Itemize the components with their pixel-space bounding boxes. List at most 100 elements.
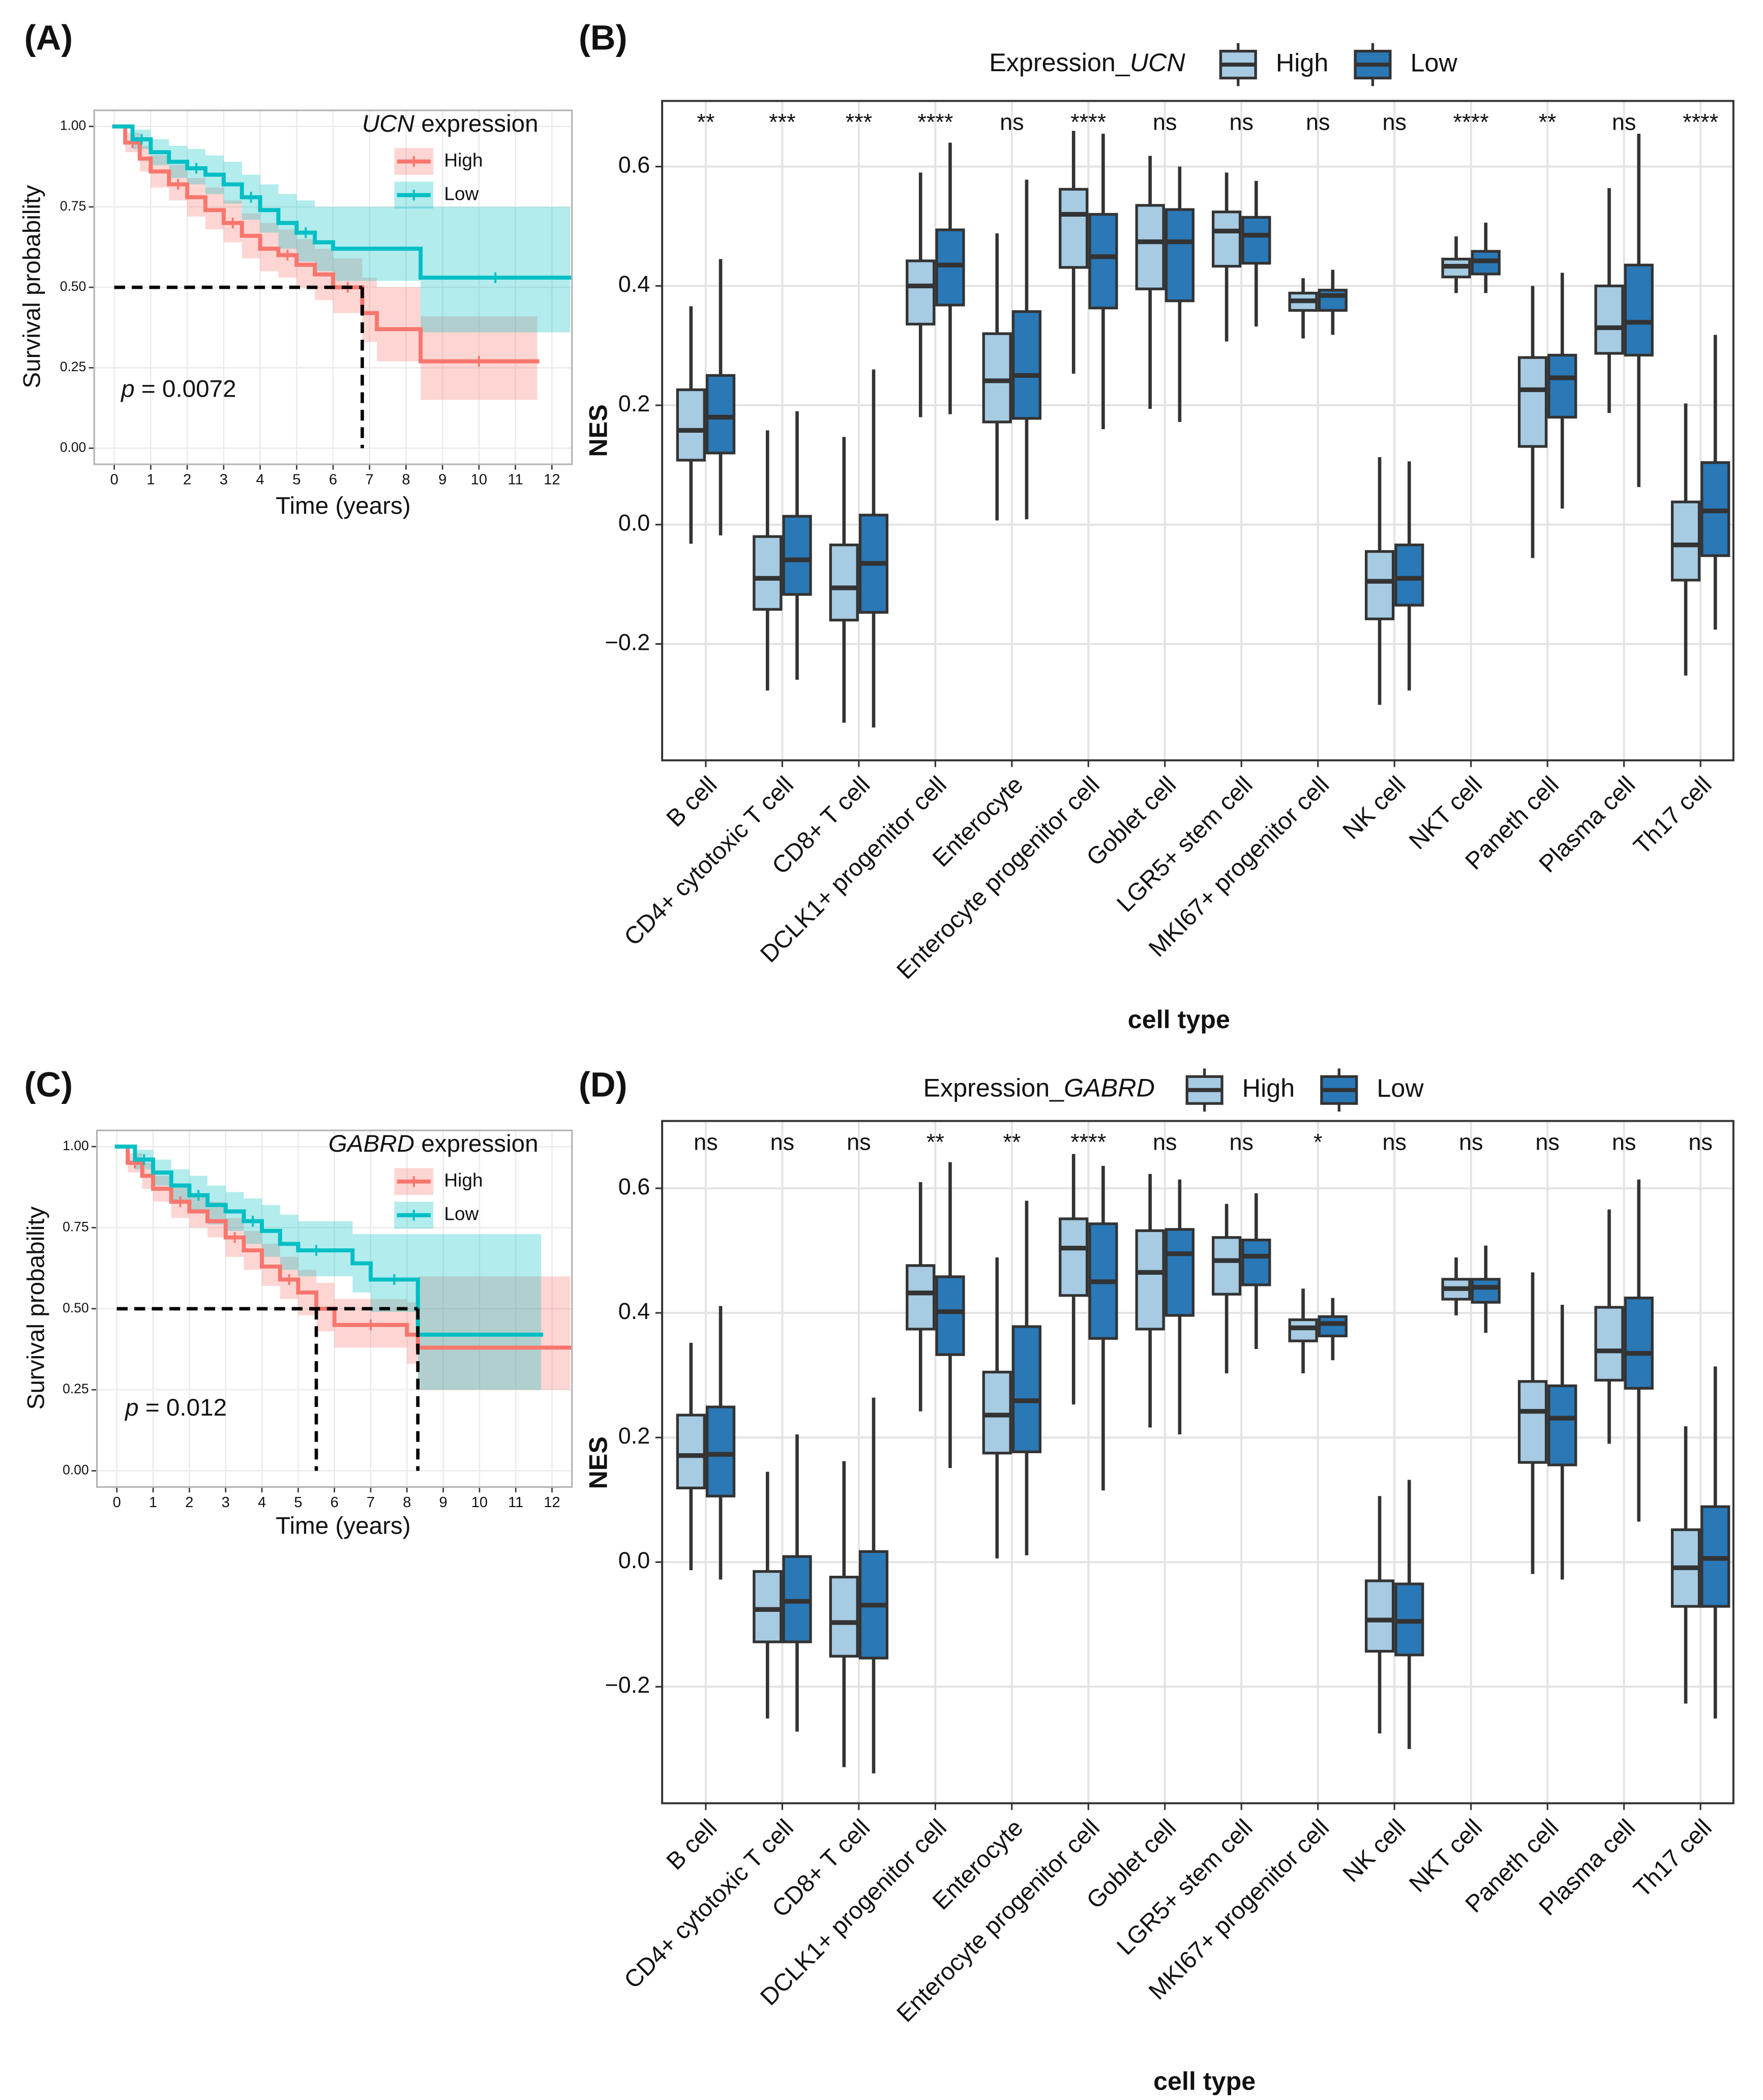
- confidence-band: [315, 206, 334, 272]
- significance-label: **: [1539, 109, 1557, 135]
- y-tick-label: 0.50: [60, 279, 86, 294]
- x-tick-label: B cell: [662, 1814, 723, 1875]
- x-tick-label: Th17 cell: [1629, 1814, 1717, 1903]
- legend-label: Low: [444, 183, 479, 204]
- x-axis-label: Time (years): [276, 492, 410, 519]
- box: [1670, 500, 1701, 582]
- x-tick-label: 7: [367, 1494, 375, 1511]
- confidence-band: [417, 1234, 542, 1390]
- significance-label: ns: [1459, 1129, 1483, 1155]
- plot-border: [661, 100, 1735, 762]
- p-value-part: = 0.012: [145, 1394, 227, 1421]
- box: [1241, 216, 1271, 265]
- plot-border: [93, 109, 573, 465]
- y-tick-label: −0.2: [605, 1672, 650, 1698]
- box: [705, 1405, 736, 1497]
- significance-label: ****: [1453, 109, 1489, 135]
- plot-border: [96, 1129, 573, 1488]
- legend-label: Low: [1411, 48, 1458, 77]
- confidence-band: [377, 287, 421, 362]
- box: [1318, 1315, 1348, 1338]
- significance-label: **: [1003, 1129, 1021, 1155]
- confidence-band: [362, 278, 377, 342]
- x-tick-label: 1: [149, 1494, 157, 1511]
- box: [1364, 1579, 1395, 1653]
- y-tick-label: 0.75: [63, 1219, 88, 1234]
- x-tick-label: 12: [544, 1494, 560, 1511]
- significance-label: ***: [846, 109, 873, 135]
- y-tick-label: 0.2: [618, 1423, 650, 1449]
- x-tick-label: 3: [220, 472, 228, 488]
- x-tick-label: 9: [438, 472, 446, 488]
- x-tick-label: LGR5+ stem cell: [1112, 771, 1258, 917]
- y-tick-label: 0.0: [618, 510, 650, 536]
- significance-label: ****: [917, 109, 953, 135]
- y-tick-label: 0.6: [618, 1174, 650, 1199]
- legend-title-part: GABRD: [328, 1130, 414, 1157]
- legend-title-part: UCN: [1130, 48, 1186, 77]
- panel-label: (C): [24, 1065, 73, 1104]
- box: [1011, 310, 1042, 420]
- box: [1471, 1278, 1501, 1304]
- y-tick-label: 1.00: [63, 1138, 88, 1153]
- significance-label: ****: [1070, 109, 1106, 135]
- box: [935, 228, 965, 307]
- p-value-part: = 0.0072: [141, 375, 236, 402]
- box: [1594, 1306, 1624, 1382]
- significance-label: ns: [1382, 1129, 1407, 1155]
- significance-label: ns: [1230, 1129, 1254, 1155]
- y-tick-label: 0.25: [63, 1381, 88, 1396]
- x-tick-label: 11: [508, 1494, 523, 1511]
- legend-label: High: [1242, 1073, 1295, 1102]
- box: [1624, 263, 1654, 357]
- x-tick-label: 5: [294, 1494, 302, 1511]
- x-tick-label: 4: [256, 472, 264, 488]
- y-tick-label: 0.4: [618, 271, 650, 297]
- y-tick-label: 0.00: [60, 439, 86, 455]
- legend-title: Expression_UCN: [989, 48, 1185, 77]
- significance-label: ns: [694, 1129, 718, 1155]
- x-axis-label: cell type: [1128, 1005, 1230, 1034]
- x-tick-label: 10: [471, 472, 487, 488]
- y-tick-label: 0.25: [60, 359, 86, 374]
- plot-border: [661, 1120, 1735, 1805]
- significance-label: ns: [1535, 1129, 1560, 1155]
- y-axis-label: Survival probability: [23, 1206, 50, 1409]
- p-value: p = 0.012: [124, 1394, 227, 1421]
- legend-label: High: [444, 1169, 483, 1190]
- legend-title: Expression_GABRD: [923, 1073, 1155, 1102]
- box: [829, 544, 859, 622]
- confidence-band: [421, 206, 571, 333]
- box: [1517, 1380, 1548, 1464]
- significance-label: ns: [1612, 109, 1636, 135]
- x-tick-label: 8: [402, 472, 410, 488]
- significance-label: ns: [1000, 109, 1024, 135]
- box: [1212, 211, 1242, 268]
- x-tick-label: NK cell: [1338, 1814, 1411, 1887]
- legend-title-part: GABRD: [1064, 1073, 1155, 1102]
- y-axis-label: NES: [584, 1436, 613, 1489]
- y-tick-label: 0.6: [618, 152, 650, 177]
- x-axis-label: Time (years): [276, 1512, 410, 1539]
- box: [1288, 1318, 1318, 1342]
- legend-title: GABRD expression: [328, 1130, 539, 1157]
- x-tick-label: 6: [331, 1494, 339, 1511]
- significance-label: ns: [1688, 1129, 1713, 1155]
- legend-title-part: expression: [421, 1130, 538, 1157]
- box: [906, 1264, 936, 1331]
- legend-title-part: Expression_: [923, 1073, 1065, 1102]
- x-tick-label: LGR5+ stem cell: [1112, 1814, 1258, 1960]
- panel-label: (D): [579, 1065, 627, 1104]
- x-tick-label: 2: [183, 472, 191, 488]
- x-tick-label: Th17 cell: [1629, 771, 1717, 860]
- legend-title: UCN expression: [362, 110, 539, 137]
- legend-title-part: UCN: [362, 110, 415, 137]
- x-tick-label: 1: [146, 472, 155, 488]
- p-value-part: p: [124, 1394, 139, 1421]
- legend-label: High: [1276, 48, 1328, 77]
- significance-label: ns: [1230, 109, 1254, 135]
- significance-label: ****: [1683, 109, 1718, 135]
- legend-title-part: Expression_: [989, 48, 1130, 77]
- box: [1088, 213, 1118, 310]
- y-axis-label: Survival probability: [19, 185, 46, 388]
